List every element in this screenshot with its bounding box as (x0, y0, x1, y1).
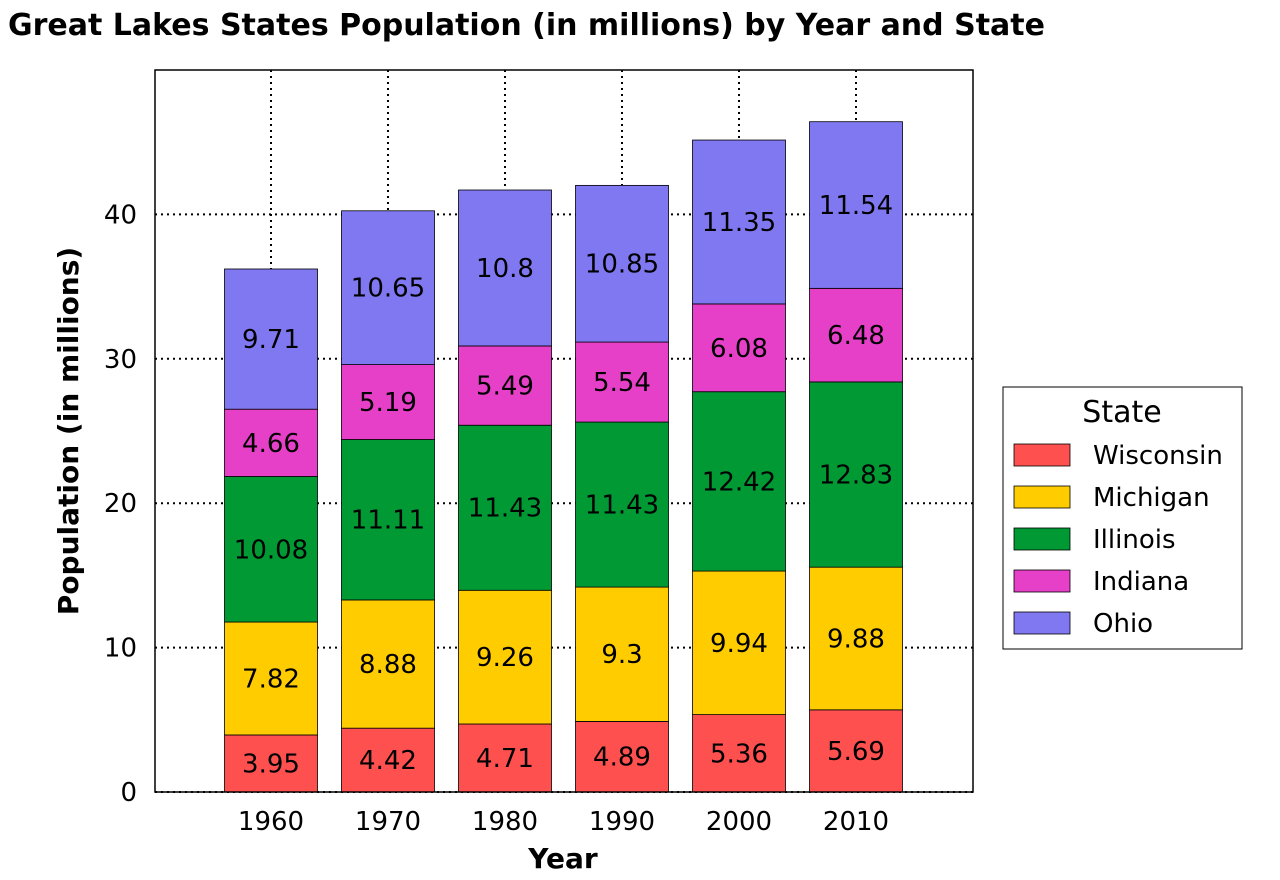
y-axis-title: Population (in millions) (52, 247, 85, 615)
y-tick-label: 10 (104, 634, 137, 664)
bar-segment-indiana (458, 345, 552, 426)
legend-label-illinois: Illinois (1093, 525, 1176, 555)
bar-segment-wisconsin (692, 714, 786, 793)
legend-swatch-michigan (1013, 485, 1071, 509)
legend-label-ohio: Ohio (1093, 609, 1153, 639)
legend-label-michigan: Michigan (1093, 483, 1210, 513)
data-label-michigan: 9.26 (476, 643, 534, 673)
data-label-michigan: 8.88 (359, 650, 417, 680)
legend-swatch-wisconsin (1013, 443, 1071, 467)
legend-title: State (1082, 395, 1161, 430)
y-tick-label: 0 (120, 778, 137, 808)
data-label-wisconsin: 4.42 (359, 746, 417, 776)
data-label-michigan: 9.3 (601, 640, 642, 670)
bar-segment-illinois (575, 421, 669, 588)
data-label-wisconsin: 5.36 (710, 739, 768, 769)
bar-segment-ohio (224, 268, 318, 410)
y-tick-label: 30 (104, 345, 137, 375)
bars: 3.95 7.82 10.08 4.66 9.71 4.42 8.88 11.11 5.19 10… (224, 121, 903, 793)
data-label-ohio: 10.65 (351, 274, 425, 304)
bar-segment-indiana (575, 341, 669, 423)
data-label-illinois: 11.43 (585, 491, 659, 521)
data-label-illinois: 12.42 (702, 467, 776, 497)
bar-segment-illinois (341, 439, 435, 601)
bar-segment-wisconsin (809, 709, 903, 793)
bar-segment-ohio (458, 189, 552, 347)
bar-segment-michigan (458, 589, 552, 725)
data-label-wisconsin: 4.71 (476, 744, 534, 774)
legend-items: Wisconsin Michigan Illinois Indiana Ohio (1013, 441, 1223, 639)
data-label-wisconsin: 5.69 (827, 737, 885, 767)
data-label-ohio: 10.85 (585, 250, 659, 280)
data-label-michigan: 9.88 (827, 625, 885, 655)
bar-segment-michigan (341, 599, 435, 729)
bar-segment-ohio (341, 210, 435, 365)
x-axis-title: Year (527, 842, 598, 875)
x-tick-label: 1960 (238, 807, 304, 837)
bar-segment-illinois (809, 381, 903, 568)
data-label-ohio: 10.8 (476, 254, 534, 284)
legend-box (1002, 386, 1243, 650)
x-tick-label: 2010 (823, 807, 889, 837)
bar-segment-michigan (575, 586, 669, 722)
bar-segment-indiana (809, 287, 903, 383)
bar-segment-indiana (692, 303, 786, 393)
legend-label-wisconsin: Wisconsin (1093, 441, 1223, 471)
bar-segment-michigan (224, 621, 318, 736)
data-label-indiana: 4.66 (242, 429, 300, 459)
data-label-wisconsin: 4.89 (593, 743, 651, 773)
data-label-michigan: 9.94 (710, 629, 768, 659)
data-label-illinois: 10.08 (234, 535, 308, 565)
data-label-indiana: 5.54 (593, 368, 651, 398)
legend-label-indiana: Indiana (1093, 567, 1189, 597)
bar-segment-illinois (692, 391, 786, 572)
x-tick-label: 2000 (706, 807, 772, 837)
bar-segment-michigan (692, 570, 786, 716)
data-label-wisconsin: 3.95 (242, 749, 300, 779)
x-tick-label: 1990 (589, 807, 655, 837)
bar-segment-wisconsin (458, 723, 552, 793)
bar-segment-michigan (809, 566, 903, 711)
y-tick-label: 40 (104, 200, 137, 230)
data-label-ohio: 9.71 (242, 325, 300, 355)
legend: State Wisconsin Michigan Illinois Indiana Oh… (1002, 386, 1243, 650)
x-tick-label: 1980 (472, 807, 538, 837)
bar-segment-ohio (575, 184, 669, 343)
data-label-illinois: 11.43 (468, 494, 542, 524)
axis-ticks: 0 10 20 30 40 1960 1970 1980 1990 2000 2010 (104, 200, 889, 837)
data-label-indiana: 6.48 (827, 321, 885, 351)
plot-frame (154, 69, 974, 793)
data-label-indiana: 5.19 (359, 388, 417, 418)
data-label-ohio: 11.35 (702, 208, 776, 238)
legend-swatch-ohio (1013, 611, 1071, 635)
chart-title: Great Lakes States Population (in millio… (8, 8, 1045, 43)
bar-segment-indiana (341, 364, 435, 440)
bar-segment-illinois (224, 476, 318, 623)
legend-swatch-illinois (1013, 527, 1071, 551)
bar-segment-wisconsin (224, 734, 318, 793)
data-label-indiana: 5.49 (476, 372, 534, 402)
data-label-illinois: 12.83 (819, 461, 893, 491)
bar-segment-ohio (809, 121, 903, 289)
data-label-illinois: 11.11 (351, 506, 425, 536)
x-tick-label: 1970 (355, 807, 421, 837)
data-label-ohio: 11.54 (819, 191, 893, 221)
data-label-indiana: 6.08 (710, 334, 768, 364)
data-label-michigan: 7.82 (242, 665, 300, 695)
bar-segment-illinois (458, 424, 552, 591)
legend-swatch-indiana (1013, 569, 1071, 593)
bar-segment-ohio (692, 139, 786, 305)
y-tick-label: 20 (104, 489, 137, 519)
